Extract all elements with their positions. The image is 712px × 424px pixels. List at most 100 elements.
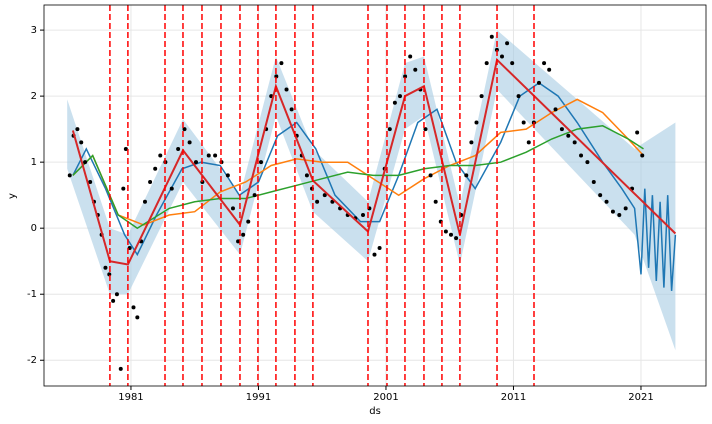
data-point [474,120,479,125]
data-point [510,61,515,66]
data-point [118,366,123,371]
data-point [241,232,246,237]
data-point [428,173,433,178]
data-point [572,140,577,145]
y-tick-label: -2 [27,355,37,366]
x-tick-label: 1981 [118,392,143,403]
data-point [553,107,558,112]
data-point [111,298,116,303]
data-point [206,153,211,158]
data-point [635,130,640,135]
data-point [246,219,251,224]
data-point [387,127,392,132]
data-point [547,67,552,72]
data-point [153,166,158,171]
data-point [464,173,469,178]
data-point [83,160,88,165]
data-point [499,54,504,59]
data-point [397,94,402,99]
forecast-line [72,125,644,230]
data-point [182,127,187,132]
x-tick-label: 2021 [628,392,653,403]
data-point [433,199,438,204]
data-point [566,133,571,138]
data-point [114,292,119,297]
data-point [103,265,108,270]
data-point [131,305,136,310]
x-tick-label: 1991 [246,392,271,403]
data-point [230,206,235,211]
y-tick-label: 0 [31,223,37,234]
data-point [413,67,418,72]
data-point [403,74,408,79]
x-tick-label: 2011 [501,392,526,403]
data-point [148,179,153,184]
data-point [289,107,294,112]
data-point [559,127,564,132]
data-point [123,146,128,151]
data-point [127,245,132,250]
data-point [623,206,628,211]
data-point [176,146,181,151]
y-tick-label: 2 [31,91,37,102]
data-point [604,199,609,204]
data-point [322,193,327,198]
data-point [158,153,163,158]
data-point [392,100,397,105]
data-point [284,87,289,92]
data-point [516,94,521,99]
data-point [408,54,413,59]
y-tick-label: -1 [27,289,37,300]
x-axis-label: ds [369,406,381,417]
data-point [142,199,147,204]
data-point [617,212,622,217]
x-tick-label: 2001 [373,392,398,403]
data-point [585,160,590,165]
data-point [372,252,377,257]
data-point [361,212,366,217]
data-point [598,193,603,198]
forecast-line [72,81,677,291]
data-point [79,140,84,145]
data-point [121,186,126,191]
data-point [479,94,484,99]
data-point [526,140,531,145]
data-point [304,173,309,178]
data-point [423,127,428,132]
data-point [484,61,489,66]
data-point [536,80,541,85]
y-tick-label: 1 [31,157,37,168]
y-tick-label: 3 [31,25,37,36]
data-point [187,140,192,145]
data-point [610,209,615,214]
data-point [542,61,547,66]
data-point [489,34,494,39]
data-point [67,173,72,178]
uncertainty-band [67,30,676,351]
data-point [315,199,320,204]
data-point [521,120,526,125]
data-point [579,153,584,158]
data-point [75,127,80,132]
data-point [88,179,93,184]
data-point [443,229,448,234]
data-point [279,61,284,66]
data-point [193,160,198,165]
data-point [169,186,174,191]
y-axis-label: y [7,193,18,199]
data-point [448,232,453,237]
data-point [135,315,140,320]
plot-frame [43,4,707,387]
data-point [252,193,257,198]
data-point [236,239,241,244]
data-point [505,41,510,46]
data-point [494,47,499,52]
data-point [377,245,382,250]
data-point [591,179,596,184]
data-point [454,236,459,241]
data-point [225,173,230,178]
data-point [469,140,474,145]
data-point [213,153,218,158]
data-point [259,160,264,165]
